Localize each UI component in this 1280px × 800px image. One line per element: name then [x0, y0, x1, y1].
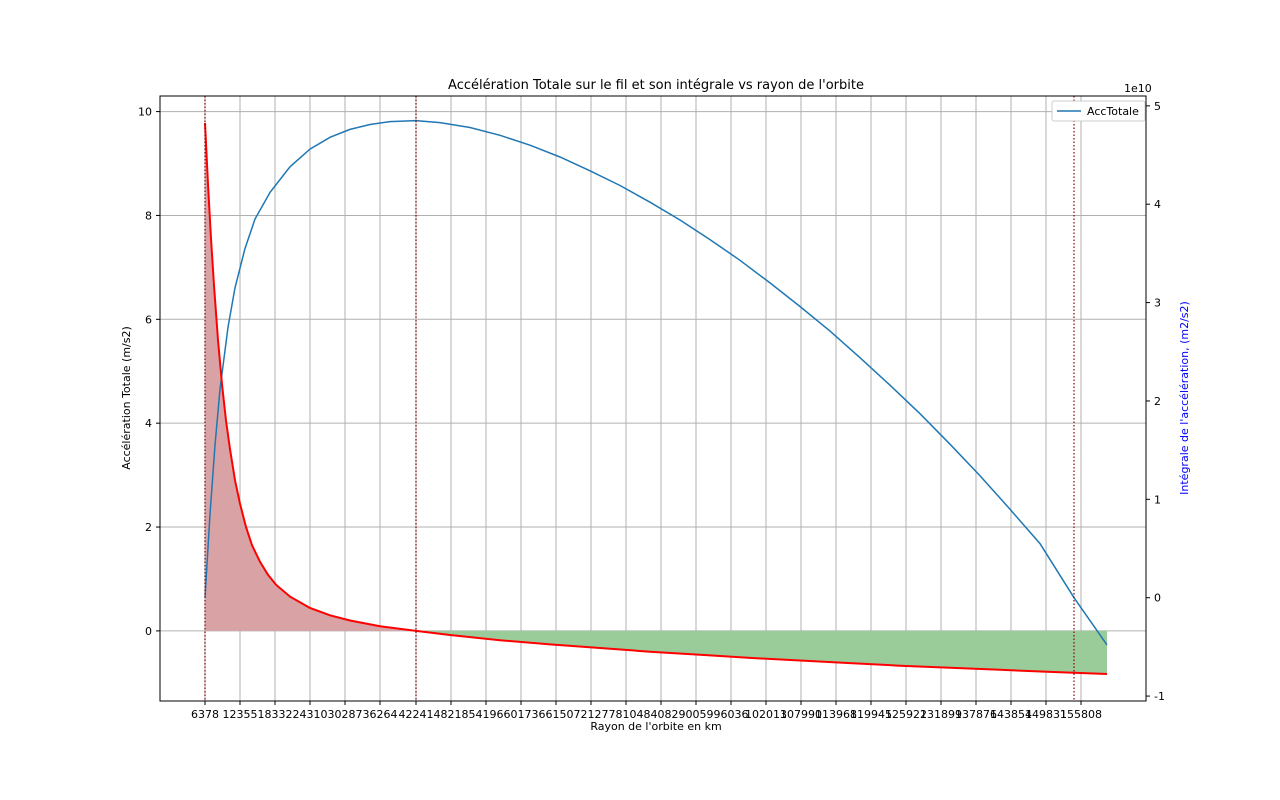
y2-tick-label: 3 — [1154, 297, 1161, 310]
x-tick-label: 36264 — [363, 708, 398, 721]
x-tick-label: 107990 — [780, 708, 822, 721]
x-tick-label: 60173 — [504, 708, 539, 721]
x-tick-label: 66150 — [539, 708, 574, 721]
plot-frame — [159, 95, 1147, 702]
x-tick-label: 84082 — [644, 708, 679, 721]
x-tick-label: 24310 — [293, 708, 328, 721]
x-tick-label: 96036 — [714, 708, 749, 721]
y2-tick-label: 4 — [1154, 198, 1161, 211]
x-tick-label: 125922 — [885, 708, 927, 721]
x-axis: 6378 12355 18332 24310 30287 36264 42241 48218 5… — [191, 701, 1102, 721]
x-tick-label: 155808 — [1060, 708, 1102, 721]
x-tick-label: 48218 — [434, 708, 469, 721]
vertical-markers — [204, 96, 1075, 701]
x-tick-label: 131899 — [920, 708, 962, 721]
y-tick-label: 2 — [145, 521, 152, 534]
x-tick-label: 90059 — [679, 708, 714, 721]
x-tick-label: 149831 — [1025, 708, 1067, 721]
x-tick-label: 18332 — [258, 708, 293, 721]
series-line-acceleration — [204, 122, 1108, 675]
y-axis-label: Accélération Totale (m/s2) — [120, 326, 133, 470]
legend-label: AccTotale — [1087, 105, 1139, 118]
chart-title: Accélération Totale sur le fil et son in… — [448, 78, 864, 93]
right-axis-offset: 1e10 — [1124, 82, 1152, 95]
y-tick-label: 10 — [138, 106, 152, 119]
series-line-acctotale — [204, 119, 1108, 646]
fill-positive-area — [205, 123, 416, 631]
x-tick-label: 54196 — [469, 708, 504, 721]
x-axis-label: Rayon de l'orbite en km — [590, 720, 721, 733]
y2-tick-label: 2 — [1154, 395, 1161, 408]
x-tick-label: 102013 — [745, 708, 787, 721]
y2-tick-label: -1 — [1154, 690, 1165, 703]
x-tick-label: 6378 — [191, 708, 219, 721]
y-axis-right: -1 0 1 2 3 4 5 — [1146, 100, 1165, 703]
series-lines — [204, 119, 1108, 675]
x-tick-label: 12355 — [223, 708, 258, 721]
x-tick-label: 137876 — [955, 708, 997, 721]
y2-tick-label: 0 — [1154, 592, 1161, 605]
y-tick-label: 8 — [145, 209, 152, 222]
y-axis-left: 0 2 4 6 8 10 — [138, 106, 160, 638]
x-tick-label: 42241 — [399, 708, 434, 721]
y-axis-right-label: Intégrale de l'accélération, (m2/s2) — [1178, 301, 1191, 495]
grid — [160, 96, 1146, 701]
y-tick-label: 4 — [145, 417, 152, 430]
x-tick-label: 78104 — [609, 708, 644, 721]
fill-areas — [205, 123, 1107, 674]
y-tick-label: 6 — [145, 313, 152, 326]
x-tick-label: 143854 — [990, 708, 1032, 721]
fill-negative-area — [416, 630, 1107, 674]
x-tick-label: 30287 — [328, 708, 363, 721]
x-tick-label: 119945 — [850, 708, 892, 721]
y2-tick-label: 5 — [1154, 100, 1161, 113]
y2-tick-label: 1 — [1154, 493, 1161, 506]
x-tick-label: 113968 — [815, 708, 857, 721]
x-tick-label: 72127 — [574, 708, 609, 721]
y-tick-label: 0 — [145, 625, 152, 638]
legend: AccTotale — [1051, 100, 1146, 122]
